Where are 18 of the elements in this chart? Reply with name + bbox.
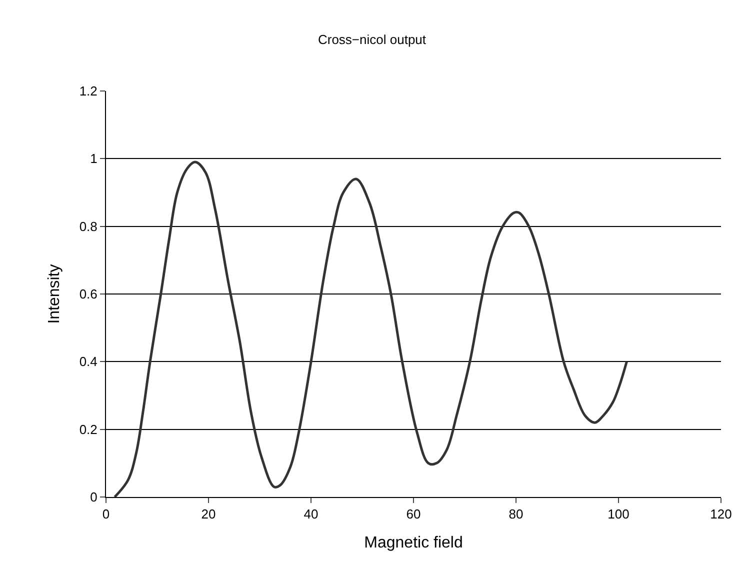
y-tick-label: 0.8 (79, 218, 98, 234)
x-tick-label: 80 (508, 506, 524, 522)
x-tick-label: 60 (406, 506, 421, 522)
x-tick-label: 120 (710, 506, 732, 522)
y-tick-label: 0 (90, 490, 98, 505)
chart-title: Cross−nicol output (318, 32, 426, 48)
y-tick-label: 0.2 (79, 422, 98, 437)
x-axis-title: Magnetic field (364, 534, 463, 552)
x-tick-label: 40 (304, 506, 318, 522)
y-tick-label: 0.6 (79, 286, 98, 302)
x-tick-label: 100 (608, 506, 630, 522)
y-axis-title: Intensity (46, 264, 64, 324)
x-tick-label: 0 (102, 506, 110, 522)
y-tick-label: 1 (90, 151, 98, 166)
y-tick-label: 1.2 (79, 84, 98, 99)
line-series (113, 160, 628, 497)
y-tick-label: 0.4 (79, 354, 98, 370)
x-tick-label: 20 (201, 506, 216, 522)
